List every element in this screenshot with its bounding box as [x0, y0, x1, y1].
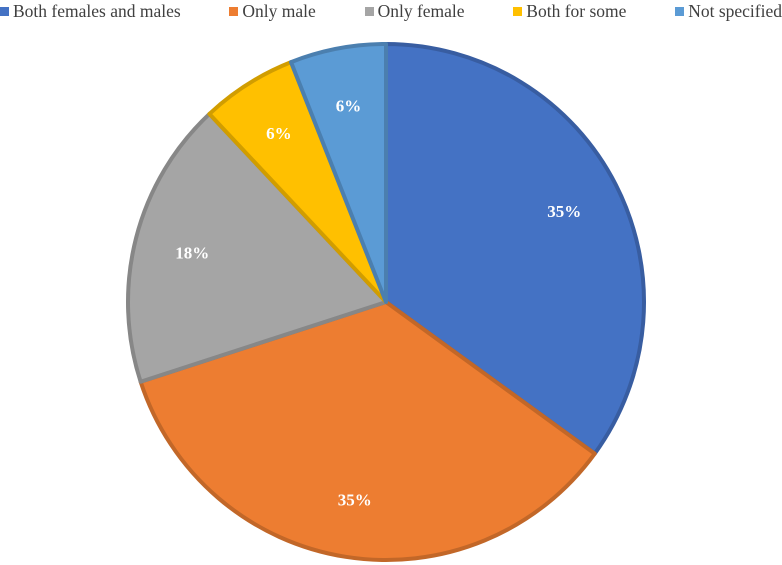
legend-swatch: [229, 6, 239, 16]
legend-label: Not specified: [688, 0, 782, 21]
pie-slice-only-female: [126, 111, 388, 384]
data-label-not-specified: 6%: [336, 97, 362, 116]
data-label-both-females-and-males: 35%: [547, 202, 581, 221]
legend-item-both-for-some: Both for some: [513, 1, 626, 22]
legend-swatch: [364, 6, 374, 16]
legend-label: Only female: [377, 0, 465, 21]
legend-item-both-females-and-males: Both females and males: [0, 1, 181, 22]
pie-slice-only-male: [138, 300, 597, 562]
legend-item-only-female: Only female: [364, 0, 465, 22]
legend-item-not-specified: Not specified: [675, 1, 782, 22]
legend-item-only-male: Only male: [229, 0, 316, 22]
chart-legend: Both females and males Only male Only fe…: [0, 0, 782, 22]
data-label-only-male: 35%: [338, 491, 372, 510]
legend-label: Both females and males: [13, 0, 181, 21]
pie-slice-both-females-and-males: [384, 42, 646, 456]
legend-swatch: [675, 6, 685, 16]
data-label-both-for-some: 6%: [266, 124, 292, 143]
pie-slice-not-specified: [289, 42, 388, 304]
legend-swatch: [513, 6, 523, 16]
legend-label: Only male: [242, 0, 316, 21]
legend-label: Both for some: [526, 0, 627, 21]
data-label-only-female: 18%: [175, 243, 209, 262]
legend-swatch: [0, 6, 9, 16]
